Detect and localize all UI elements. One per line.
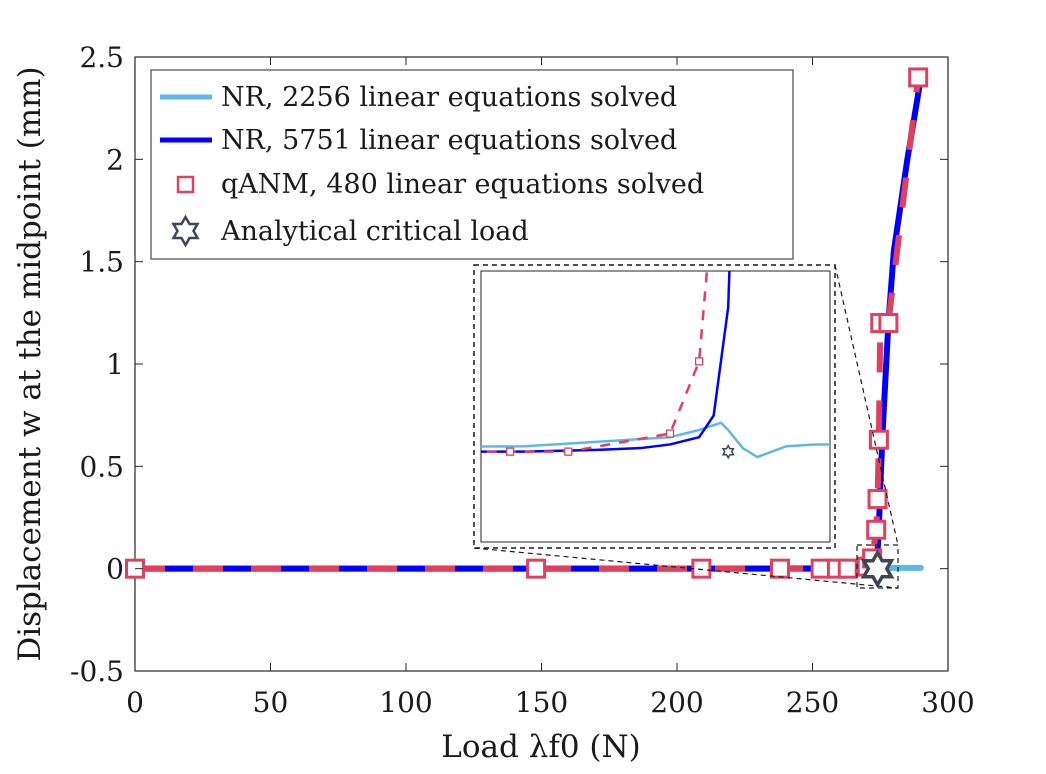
legend-marker-qanm — [176, 175, 195, 194]
qanm-marker — [810, 558, 831, 579]
qanm-marker — [908, 67, 929, 88]
zoom-region-box — [856, 544, 899, 589]
qanm-marker — [868, 429, 889, 450]
legend-label-analytical: Analytical critical load — [220, 216, 529, 247]
x-tick-label: 100 — [379, 686, 432, 719]
inset-series-nr-5751-line — [481, 271, 731, 453]
qanm-marker — [769, 558, 790, 579]
x-tick-label: 150 — [515, 686, 568, 719]
zoom-inset — [473, 264, 899, 589]
inset-critical-load-marker — [721, 444, 735, 460]
qanm-marker — [526, 558, 547, 579]
inset-plot-area — [481, 271, 830, 460]
x-tick-label: 250 — [786, 686, 839, 719]
x-tick-label: 300 — [921, 686, 974, 719]
legend-label-qanm: qANM, 480 linear equations solved — [221, 169, 704, 200]
inset-series — [481, 271, 830, 460]
y-tick-label: -0.5 — [70, 655, 124, 688]
legend-label-nr-5751: NR, 5751 linear equations solved — [221, 125, 677, 156]
plot-series — [125, 67, 929, 589]
qanm-marker — [691, 558, 712, 579]
inset-connector-bottom — [473, 547, 899, 589]
legend: NR, 2256 linear equations solved NR, 575… — [150, 69, 794, 260]
x-tick-label: 200 — [650, 686, 703, 719]
inset-outer-dashed-frame — [473, 264, 836, 549]
inset-qanm-marker — [665, 429, 675, 438]
series-qanm-dashed-line — [135, 77, 922, 572]
inset-connector-top — [834, 264, 899, 546]
inset-series-nr-2256-line — [481, 421, 830, 459]
y-tick-label: 2.5 — [79, 41, 124, 74]
legend-label-nr-2256: NR, 2256 linear equations solved — [221, 82, 677, 113]
qanm-marker — [837, 558, 858, 579]
y-axis-label: Displacement w at the midpoint (mm) — [12, 66, 48, 661]
y-tick-label: 1 — [106, 348, 124, 381]
inset-qanm-marker — [694, 357, 704, 366]
x-tick-label: 50 — [253, 686, 289, 719]
critical-load-marker — [860, 549, 895, 589]
y-tick-label: 1.5 — [79, 246, 124, 279]
qanm-marker — [866, 519, 887, 540]
x-tick-label: 0 — [126, 686, 144, 719]
legend-box — [150, 69, 794, 260]
axis-ticks: 0 50 100 150 200 250 300-0.500.511.522.5 — [70, 41, 975, 719]
inset-axes-box — [480, 270, 831, 543]
qanm-marker — [878, 313, 899, 334]
y-tick-label: 0 — [106, 553, 124, 586]
inset-qanm-marker — [564, 447, 573, 456]
y-tick-label: 0.5 — [79, 450, 124, 483]
x-axis-label: Load λf0 (N) — [441, 729, 640, 765]
y-tick-label: 2 — [106, 143, 124, 176]
legend-marker-analytical — [171, 214, 200, 248]
inset-qanm-marker — [505, 447, 515, 456]
qanm-marker — [867, 489, 888, 510]
